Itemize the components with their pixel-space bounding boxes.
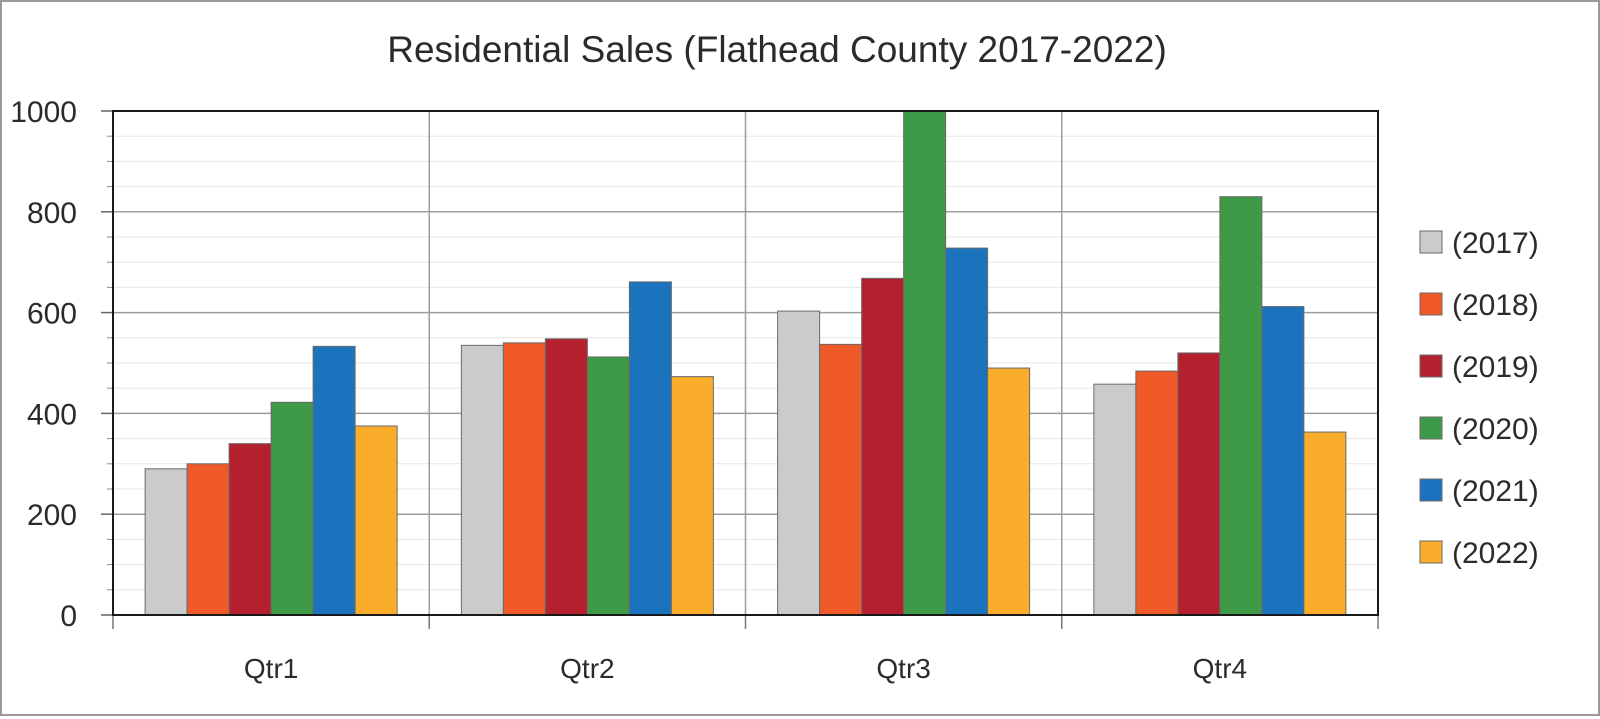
chart-title: Residential Sales (Flathead County 2017-… (387, 29, 1167, 70)
axes: 0 200 400 600 800 1000 Qtr1 Qtr2 Qtr3 Qtr4 (10, 96, 1379, 684)
legend-label: (2022) (1452, 537, 1539, 570)
y-tick-label: 200 (27, 499, 77, 532)
bar-qtr3-2019 (861, 277, 905, 616)
bar-qtr2-2019 (544, 338, 588, 616)
bar-qtr3-2020 (903, 110, 947, 616)
bar-qtr3-2022 (987, 367, 1031, 616)
bar-qtr1-2020 (270, 401, 314, 616)
legend-swatch (1419, 416, 1443, 440)
bar-qtr1-2019 (228, 443, 272, 616)
bar-qtr4-2019 (1177, 352, 1221, 616)
legend-swatch (1419, 354, 1443, 378)
plot-frame (112, 110, 1379, 616)
y-tick-label: 600 (27, 298, 77, 331)
bar-qtr2-2021 (628, 281, 672, 616)
bar-qtr3-2017 (777, 310, 821, 616)
legend-label: (2017) (1452, 227, 1539, 260)
bar-qtr2-2020 (586, 356, 630, 616)
x-category-label: Qtr4 (1193, 653, 1247, 684)
bar-qtr2-2017 (460, 344, 504, 616)
legend-swatch (1419, 292, 1443, 316)
legend-swatch (1419, 478, 1443, 502)
x-category-label: Qtr2 (560, 653, 614, 684)
bar-qtr3-2018 (819, 343, 863, 616)
bar-qtr1-2017 (144, 468, 188, 616)
x-category-label: Qtr1 (244, 653, 298, 684)
bar-qtr4-2018 (1135, 370, 1179, 616)
bar-qtr2-2022 (670, 376, 714, 616)
y-tick-label: 400 (27, 398, 77, 431)
bar-qtr4-2017 (1093, 383, 1137, 616)
bar-qtr3-2021 (945, 247, 989, 616)
bar-qtr4-2021 (1261, 306, 1305, 616)
legend-label: (2018) (1452, 289, 1539, 322)
bar-qtr4-2020 (1219, 196, 1263, 616)
bar-qtr1-2018 (186, 463, 230, 616)
legend-label: (2021) (1452, 475, 1539, 508)
y-tick-label: 1000 (10, 96, 77, 129)
legend-swatch (1419, 230, 1443, 254)
legend-label: (2019) (1452, 351, 1539, 384)
bar-qtr2-2018 (502, 342, 546, 616)
bar-qtr1-2022 (354, 425, 398, 616)
legend: (2017) (2018) (2019) (2020) (2021) (2022) (1419, 227, 1539, 570)
y-tick-label: 0 (60, 600, 77, 633)
bar-qtr4-2022 (1303, 431, 1347, 616)
x-category-label: Qtr3 (876, 653, 930, 684)
y-tick-label: 800 (27, 197, 77, 230)
legend-swatch (1419, 540, 1443, 564)
legend-label: (2020) (1452, 413, 1539, 446)
bar-qtr1-2021 (312, 345, 356, 616)
